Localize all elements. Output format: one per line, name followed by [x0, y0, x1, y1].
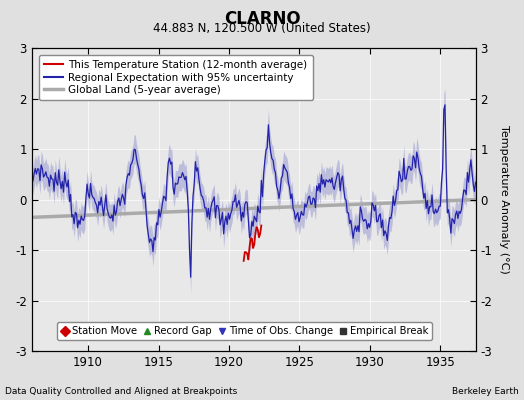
Text: 44.883 N, 120.500 W (United States): 44.883 N, 120.500 W (United States) — [153, 22, 371, 35]
Text: CLARNO: CLARNO — [224, 10, 300, 28]
Legend: Station Move, Record Gap, Time of Obs. Change, Empirical Break: Station Move, Record Gap, Time of Obs. C… — [57, 322, 432, 340]
Text: Berkeley Earth: Berkeley Earth — [452, 387, 519, 396]
Y-axis label: Temperature Anomaly (°C): Temperature Anomaly (°C) — [499, 125, 509, 274]
Text: Data Quality Controlled and Aligned at Breakpoints: Data Quality Controlled and Aligned at B… — [5, 387, 237, 396]
